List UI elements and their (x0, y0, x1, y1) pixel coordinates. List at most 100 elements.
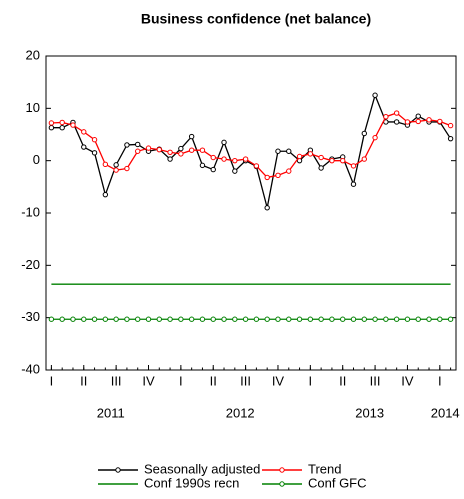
point (242, 156, 249, 162)
x-tick-label: III (240, 373, 251, 388)
x-tick-label: I (438, 373, 442, 388)
point (135, 316, 141, 322)
y-tick-label: 0 (33, 152, 40, 167)
point (361, 130, 367, 137)
x-tick-label: IV (142, 373, 155, 388)
x-tick-label: II (80, 373, 87, 388)
point (340, 316, 346, 322)
x-tick-label: III (370, 373, 381, 388)
point (361, 316, 367, 322)
point (361, 156, 367, 162)
legend-marker (115, 467, 121, 473)
point (415, 316, 421, 322)
point (188, 147, 195, 153)
point (275, 172, 281, 179)
point (318, 154, 324, 161)
y-tick-label: -10 (21, 204, 40, 219)
x-tick-label: IV (401, 373, 414, 388)
point (242, 316, 249, 322)
point (329, 157, 335, 164)
point (48, 120, 55, 126)
point (188, 133, 195, 140)
point (113, 167, 119, 173)
point (232, 316, 238, 322)
point (264, 174, 270, 181)
point (264, 316, 270, 322)
point (188, 316, 195, 322)
point (145, 145, 152, 151)
point (350, 316, 357, 322)
point (102, 316, 109, 322)
point (275, 316, 281, 322)
point (135, 148, 141, 154)
point (340, 157, 346, 164)
point (81, 316, 87, 322)
series-line (51, 112, 451, 179)
point (210, 154, 216, 161)
point (210, 316, 216, 322)
point (329, 316, 335, 322)
point (156, 316, 162, 322)
x-tick-label: IV (272, 373, 285, 388)
point (286, 316, 292, 322)
point (113, 162, 119, 168)
point (91, 316, 98, 322)
point (178, 316, 184, 322)
x-tick-label: II (339, 373, 346, 388)
point (70, 316, 76, 322)
point (91, 150, 98, 156)
point (447, 122, 454, 129)
y-tick-label: 10 (26, 100, 40, 115)
point (383, 114, 389, 120)
point (167, 316, 173, 322)
point (350, 163, 357, 169)
legend-label: Seasonally adjusted (144, 461, 260, 476)
point (286, 148, 292, 154)
point (102, 191, 109, 198)
point (102, 161, 109, 168)
point (70, 122, 76, 128)
point (210, 166, 216, 173)
point (221, 316, 227, 322)
point (275, 148, 281, 154)
point (178, 145, 184, 152)
point (156, 146, 162, 153)
point (286, 168, 292, 174)
point (437, 316, 443, 322)
point (393, 316, 400, 322)
point (415, 113, 421, 119)
point (124, 142, 130, 148)
point (350, 181, 357, 187)
point (447, 135, 454, 142)
point (124, 165, 130, 172)
y-tick-label: -30 (21, 309, 40, 324)
point (307, 316, 314, 322)
y-tick-label: -20 (21, 257, 40, 272)
year-label: 2014 (431, 405, 460, 420)
legend-marker (279, 481, 285, 487)
point (135, 141, 141, 148)
point (167, 156, 173, 162)
x-tick-label: I (309, 373, 313, 388)
point (426, 117, 432, 123)
point (426, 316, 432, 322)
point (199, 316, 206, 322)
point (199, 162, 206, 169)
point (437, 118, 443, 125)
point (372, 92, 378, 98)
point (59, 124, 65, 131)
y-tick-label: -40 (21, 361, 40, 376)
y-tick-label: 20 (26, 47, 40, 62)
point (221, 156, 227, 162)
x-tick-label: III (111, 373, 122, 388)
point (167, 149, 173, 155)
x-tick-label: I (179, 373, 183, 388)
point (232, 157, 238, 164)
point (199, 147, 206, 153)
plot-frame (45, 55, 457, 371)
point (178, 151, 184, 157)
point (393, 110, 400, 116)
x-tick-label: II (210, 373, 217, 388)
point (113, 316, 119, 322)
year-label: 2013 (355, 405, 384, 420)
